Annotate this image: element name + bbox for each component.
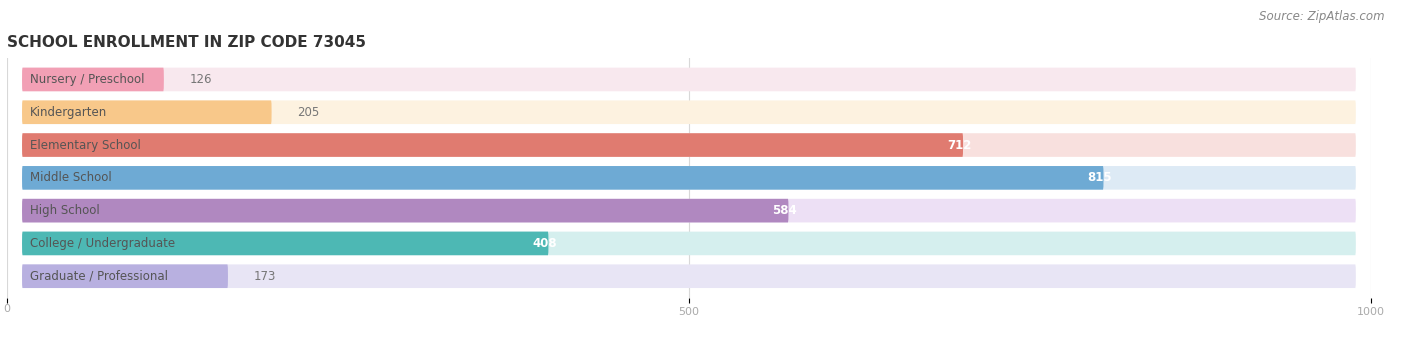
Text: 173: 173 (254, 270, 276, 283)
Text: High School: High School (30, 204, 100, 217)
Text: Source: ZipAtlas.com: Source: ZipAtlas.com (1260, 10, 1385, 23)
FancyBboxPatch shape (22, 264, 1355, 288)
FancyBboxPatch shape (22, 68, 1355, 91)
Text: 126: 126 (190, 73, 212, 86)
Text: 205: 205 (298, 106, 319, 119)
Text: 0: 0 (4, 304, 10, 314)
FancyBboxPatch shape (22, 232, 1355, 255)
Text: Graduate / Professional: Graduate / Professional (30, 270, 169, 283)
Text: 584: 584 (772, 204, 797, 217)
Text: SCHOOL ENROLLMENT IN ZIP CODE 73045: SCHOOL ENROLLMENT IN ZIP CODE 73045 (7, 35, 366, 50)
Text: College / Undergraduate: College / Undergraduate (30, 237, 176, 250)
FancyBboxPatch shape (22, 264, 228, 288)
FancyBboxPatch shape (22, 166, 1104, 190)
FancyBboxPatch shape (22, 68, 165, 91)
FancyBboxPatch shape (22, 101, 1355, 124)
Text: Nursery / Preschool: Nursery / Preschool (30, 73, 145, 86)
Text: 712: 712 (946, 139, 972, 152)
Text: Elementary School: Elementary School (30, 139, 141, 152)
Text: Kindergarten: Kindergarten (30, 106, 107, 119)
Text: 815: 815 (1087, 171, 1112, 184)
FancyBboxPatch shape (22, 199, 789, 222)
FancyBboxPatch shape (22, 232, 548, 255)
FancyBboxPatch shape (22, 166, 1355, 190)
FancyBboxPatch shape (22, 133, 1355, 157)
Text: Middle School: Middle School (30, 171, 112, 184)
FancyBboxPatch shape (22, 199, 1355, 222)
FancyBboxPatch shape (22, 101, 271, 124)
Text: 408: 408 (531, 237, 557, 250)
FancyBboxPatch shape (22, 133, 963, 157)
